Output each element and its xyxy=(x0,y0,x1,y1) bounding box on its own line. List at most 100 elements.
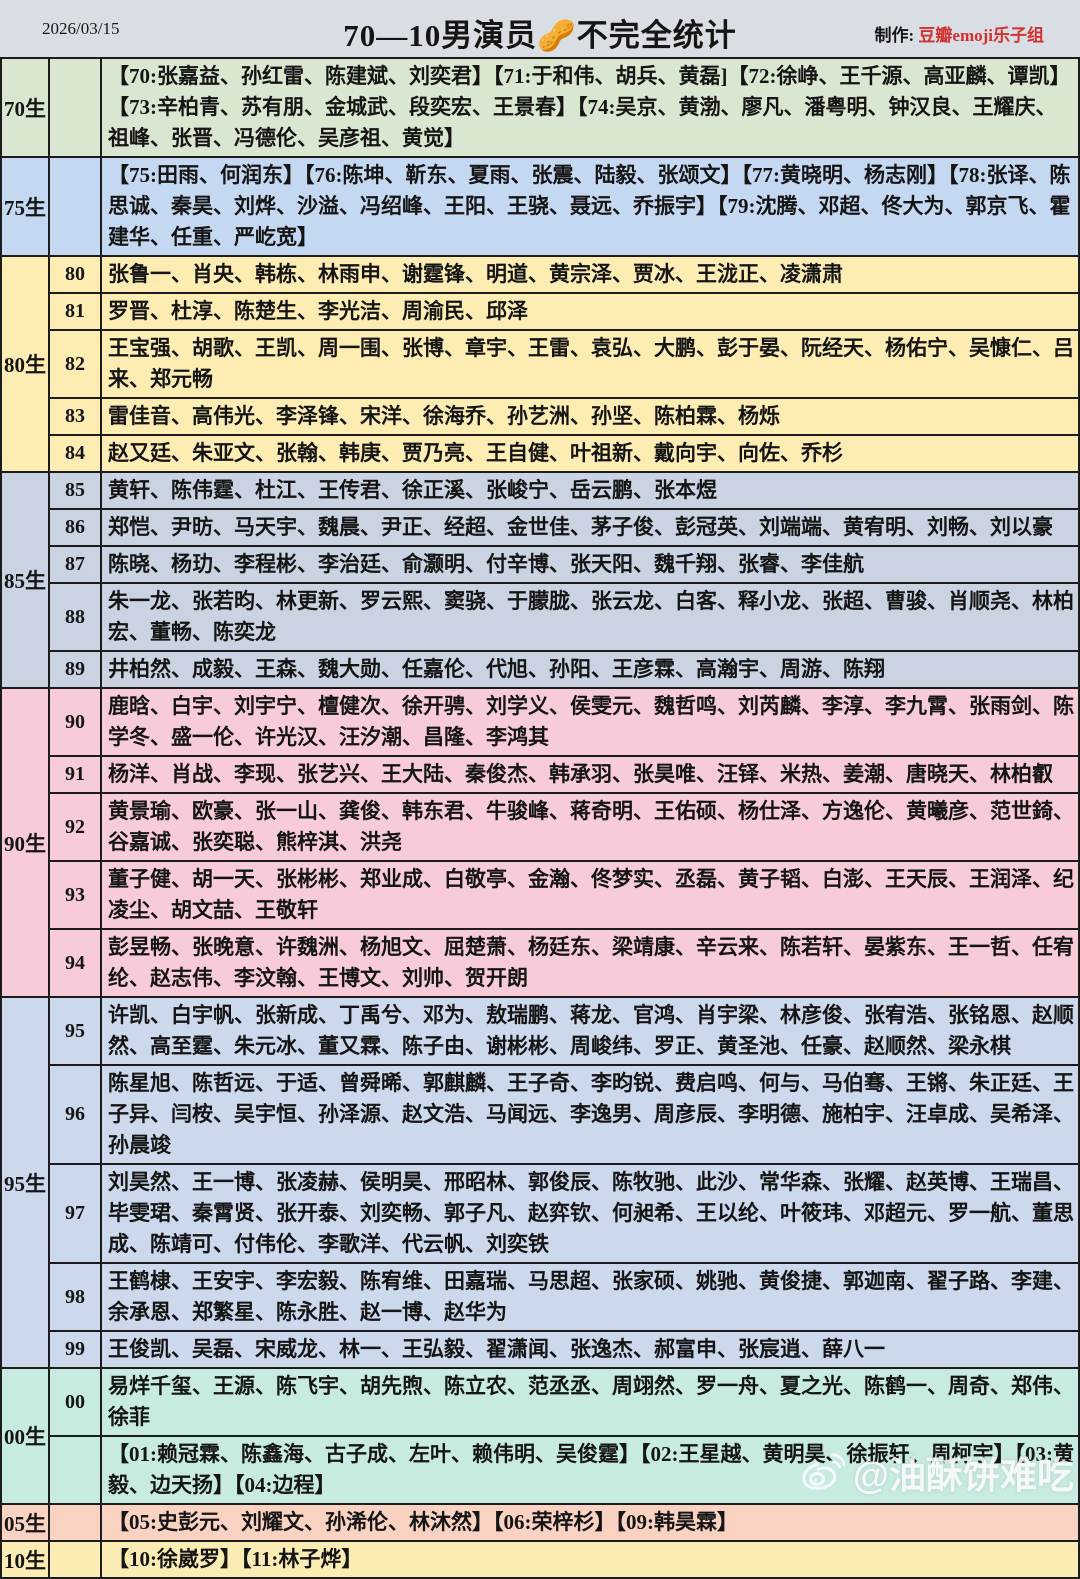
table-row: 98 王鹤棣、王安宇、李宏毅、陈宥维、田嘉瑞、马思超、张家硕、姚驰、黄俊捷、郭迦… xyxy=(50,1262,1078,1330)
decade-group: 70生 【70:张嘉益、孙红雷、陈建斌、刘奕君】【71:于和伟、胡兵、黄磊]【7… xyxy=(2,59,1078,156)
year-cell: 84 xyxy=(50,436,102,471)
table-row: 82 王宝强、胡歌、王凯、周一围、张博、章宇、王雷、袁弘、大鹏、彭于晏、阮经天、… xyxy=(50,329,1078,397)
table-row: 00 易烊千玺、王源、陈飞宇、胡先煦、陈立农、范丞丞、周翊然、罗一舟、夏之光、陈… xyxy=(50,1369,1078,1435)
names-cell: 【05:史彭元、刘耀文、孙浠伦、林沐然】【06:荣梓杉】【09:韩昊霖】 xyxy=(108,1510,738,1534)
names-cell: 陈晓、杨玏、李程彬、李治廷、俞灏明、付辛博、张天阳、魏千翔、张睿、李佳航 xyxy=(108,552,864,576)
decade-group: 80生 80 张鲁一、肖央、韩栋、林雨申、谢霆锋、明道、黄宗泽、贾冰、王泷正、凌… xyxy=(2,255,1078,471)
decade-label: 70生 xyxy=(2,59,50,156)
table-row: 95 许凯、白宇帆、张新成、丁禹兮、邓为、敖瑞鹏、蒋龙、官鸿、肖宇梁、林彦俊、张… xyxy=(50,998,1078,1064)
year-cell: 94 xyxy=(50,930,102,996)
table-row: 86 郑恺、尹昉、马天宇、魏晨、尹正、经超、金世佳、茅子俊、彭冠英、刘端端、黄宥… xyxy=(50,508,1078,545)
decade-label: 90生 xyxy=(2,689,50,996)
year-cell: 00 xyxy=(50,1369,102,1435)
decade-rows: 95 许凯、白宇帆、张新成、丁禹兮、邓为、敖瑞鹏、蒋龙、官鸿、肖宇梁、林彦俊、张… xyxy=(50,998,1078,1367)
year-cell: 92 xyxy=(50,794,102,860)
credit-value: 豆瓣emoji乐子组 xyxy=(918,26,1044,45)
decade-rows: 【75:田雨、何润东】【76:陈坤、靳东、夏雨、张震、陆毅、张颂文】【77:黄晓… xyxy=(50,158,1078,255)
decade-label: 75生 xyxy=(2,158,50,255)
year-cell: 86 xyxy=(50,510,102,545)
credit-label: 制作: xyxy=(874,26,919,45)
credit: 制作: 豆瓣emoji乐子组 xyxy=(874,21,1044,46)
year-cell: 95 xyxy=(50,998,102,1064)
decade-label: 10生 xyxy=(2,1542,50,1577)
year-cell: 99 xyxy=(50,1332,102,1367)
decade-group: 95生 95 许凯、白宇帆、张新成、丁禹兮、邓为、敖瑞鹏、蒋龙、官鸿、肖宇梁、林… xyxy=(2,996,1078,1367)
table-row: 【75:田雨、何润东】【76:陈坤、靳东、夏雨、张震、陆毅、张颂文】【77:黄晓… xyxy=(50,158,1078,255)
page-title: 70—10男演员🥜不完全统计 xyxy=(343,18,737,53)
year-cell: 83 xyxy=(50,399,102,434)
table-row: 87 陈晓、杨玏、李程彬、李治廷、俞灏明、付辛博、张天阳、魏千翔、张睿、李佳航 xyxy=(50,545,1078,582)
names-cell: 王俊凯、吴磊、宋威龙、林一、王弘毅、翟潇闻、张逸杰、郝富申、张宸逍、薛八一 xyxy=(108,1337,885,1361)
names-cell: 鹿晗、白宇、刘宇宁、檀健次、徐开骋、刘学义、侯雯元、魏哲鸣、刘芮麟、李淳、李九霄… xyxy=(108,694,1074,749)
decade-rows: 80 张鲁一、肖央、韩栋、林雨申、谢霆锋、明道、黄宗泽、贾冰、王泷正、凌潇肃 8… xyxy=(50,257,1078,471)
decade-rows: 【10:徐崴罗】【11:林子烨】 xyxy=(50,1542,1078,1577)
decade-rows: 【70:张嘉益、孙红雷、陈建斌、刘奕君】【71:于和伟、胡兵、黄磊]【72:徐峥… xyxy=(50,59,1078,156)
decade-rows: 00 易烊千玺、王源、陈飞宇、胡先煦、陈立农、范丞丞、周翊然、罗一舟、夏之光、陈… xyxy=(50,1369,1078,1503)
decade-group: 85生 85 黄轩、陈伟霆、杜江、王传君、徐正溪、张峻宁、岳云鹏、张本煜 86 … xyxy=(2,471,1078,687)
decade-label: 05生 xyxy=(2,1505,50,1540)
table-row: 92 黄景瑜、欧豪、张一山、龚俊、韩东君、牛骏峰、蒋奇明、王佑硕、杨仕泽、方逸伦… xyxy=(50,792,1078,860)
names-cell: 【01:赖冠霖、陈鑫海、古子成、左叶、赖伟明、吴俊霆】【02:王星越、黄明昊、徐… xyxy=(108,1442,1074,1497)
year-cell: 82 xyxy=(50,331,102,397)
names-cell: 朱一龙、张若昀、林更新、罗云熙、窦骁、于朦胧、张云龙、白客、释小龙、张超、曹骏、… xyxy=(108,589,1074,644)
year-cell: 89 xyxy=(50,652,102,687)
names-cell: 雷佳音、高伟光、李泽锋、宋洋、徐海乔、孙艺洲、孙坚、陈柏霖、杨烁 xyxy=(108,404,780,428)
names-cell: 董子健、胡一天、张彬彬、郑业成、白敬亭、金瀚、佟梦实、丞磊、黄子韬、白澎、王天辰… xyxy=(108,867,1074,922)
year-cell: 81 xyxy=(50,294,102,329)
names-cell: 杨洋、肖战、李现、张艺兴、王大陆、秦俊杰、韩承羽、张昊唯、汪铎、米热、姜潮、唐晓… xyxy=(108,762,1053,786)
year-cell: 93 xyxy=(50,862,102,928)
table-row: 91 杨洋、肖战、李现、张艺兴、王大陆、秦俊杰、韩承羽、张昊唯、汪铎、米热、姜潮… xyxy=(50,755,1078,792)
date-label: 2026/03/15 xyxy=(42,19,120,38)
year-cell: 85 xyxy=(50,473,102,508)
table-header: 2026/03/15 70—10男演员🥜不完全统计 制作: 豆瓣emoji乐子组 xyxy=(0,0,1080,59)
table-row: 89 井柏然、成毅、王森、魏大勋、任嘉伦、代旭、孙阳、王彦霖、高瀚宇、周游、陈翔 xyxy=(50,650,1078,687)
table-row: 93 董子健、胡一天、张彬彬、郑业成、白敬亭、金瀚、佟梦实、丞磊、黄子韬、白澎、… xyxy=(50,860,1078,928)
year-cell: 90 xyxy=(50,689,102,755)
table-row: 85 黄轩、陈伟霆、杜江、王传君、徐正溪、张峻宁、岳云鹏、张本煜 xyxy=(50,473,1078,508)
names-cell: 【10:徐崴罗】【11:林子烨】 xyxy=(108,1547,363,1571)
year-cell xyxy=(50,1437,102,1503)
table-row: 【01:赖冠霖、陈鑫海、古子成、左叶、赖伟明、吴俊霆】【02:王星越、黄明昊、徐… xyxy=(50,1435,1078,1503)
table-row: 90 鹿晗、白宇、刘宇宁、檀健次、徐开骋、刘学义、侯雯元、魏哲鸣、刘芮麟、李淳、… xyxy=(50,689,1078,755)
table-row: 81 罗晋、杜淳、陈楚生、李光洁、周渝民、邱泽 xyxy=(50,292,1078,329)
names-cell: 彭昱畅、张晚意、许魏洲、杨旭文、屈楚萧、杨廷东、梁靖康、辛云来、陈若轩、晏紫东、… xyxy=(108,935,1074,990)
table-row: 【10:徐崴罗】【11:林子烨】 xyxy=(50,1542,1078,1577)
table-row: 94 彭昱畅、张晚意、许魏洲、杨旭文、屈楚萧、杨廷东、梁靖康、辛云来、陈若轩、晏… xyxy=(50,928,1078,996)
names-cell: 【75:田雨、何润东】【76:陈坤、靳东、夏雨、张震、陆毅、张颂文】【77:黄晓… xyxy=(108,163,1071,249)
names-cell: 罗晋、杜淳、陈楚生、李光洁、周渝民、邱泽 xyxy=(108,299,528,323)
year-cell: 97 xyxy=(50,1165,102,1262)
year-cell xyxy=(50,59,102,156)
table-row: 80 张鲁一、肖央、韩栋、林雨申、谢霆锋、明道、黄宗泽、贾冰、王泷正、凌潇肃 xyxy=(50,257,1078,292)
table-row: 83 雷佳音、高伟光、李泽锋、宋洋、徐海乔、孙艺洲、孙坚、陈柏霖、杨烁 xyxy=(50,397,1078,434)
year-cell: 96 xyxy=(50,1066,102,1163)
decade-rows: 【05:史彭元、刘耀文、孙浠伦、林沐然】【06:荣梓杉】【09:韩昊霖】 xyxy=(50,1505,1078,1540)
names-cell: 张鲁一、肖央、韩栋、林雨申、谢霆锋、明道、黄宗泽、贾冰、王泷正、凌潇肃 xyxy=(108,262,843,286)
names-cell: 郑恺、尹昉、马天宇、魏晨、尹正、经超、金世佳、茅子俊、彭冠英、刘端端、黄宥明、刘… xyxy=(108,515,1053,539)
year-cell xyxy=(50,1505,102,1540)
year-cell xyxy=(50,158,102,255)
table-row: 96 陈星旭、陈哲远、于适、曾舜晞、郭麒麟、王子奇、李昀锐、费启鸣、何与、马伯骞… xyxy=(50,1064,1078,1163)
table-row: 99 王俊凯、吴磊、宋威龙、林一、王弘毅、翟潇闻、张逸杰、郝富申、张宸逍、薛八一 xyxy=(50,1330,1078,1367)
decade-rows: 85 黄轩、陈伟霆、杜江、王传君、徐正溪、张峻宁、岳云鹏、张本煜 86 郑恺、尹… xyxy=(50,473,1078,687)
table-row: 97 刘昊然、王一博、张凌赫、侯明昊、邢昭林、郭俊辰、陈牧驰、此沙、常华森、张耀… xyxy=(50,1163,1078,1262)
actors-table: 70生 【70:张嘉益、孙红雷、陈建斌、刘奕君】【71:于和伟、胡兵、黄磊]【7… xyxy=(0,59,1080,1579)
names-cell: 井柏然、成毅、王森、魏大勋、任嘉伦、代旭、孙阳、王彦霖、高瀚宇、周游、陈翔 xyxy=(108,657,885,681)
names-cell: 王宝强、胡歌、王凯、周一围、张博、章宇、王雷、袁弘、大鹏、彭于晏、阮经天、杨佑宁… xyxy=(108,336,1074,391)
names-cell: 黄轩、陈伟霆、杜江、王传君、徐正溪、张峻宁、岳云鹏、张本煜 xyxy=(108,478,717,502)
decade-label: 80生 xyxy=(2,257,50,471)
table-row: 【05:史彭元、刘耀文、孙浠伦、林沐然】【06:荣梓杉】【09:韩昊霖】 xyxy=(50,1505,1078,1540)
names-cell: 赵又廷、朱亚文、张翰、韩庚、贾乃亮、王自健、叶祖新、戴向宇、向佐、乔杉 xyxy=(108,441,843,465)
decade-group: 05生 【05:史彭元、刘耀文、孙浠伦、林沐然】【06:荣梓杉】【09:韩昊霖】 xyxy=(2,1503,1078,1540)
names-cell: 黄景瑜、欧豪、张一山、龚俊、韩东君、牛骏峰、蒋奇明、王佑硕、杨仕泽、方逸伦、黄曦… xyxy=(108,799,1074,854)
names-cell: 许凯、白宇帆、张新成、丁禹兮、邓为、敖瑞鹏、蒋龙、官鸿、肖宇梁、林彦俊、张宥浩、… xyxy=(108,1003,1074,1058)
year-cell: 80 xyxy=(50,257,102,292)
table-row: 84 赵又廷、朱亚文、张翰、韩庚、贾乃亮、王自健、叶祖新、戴向宇、向佐、乔杉 xyxy=(50,434,1078,471)
decade-label: 95生 xyxy=(2,998,50,1367)
decade-label: 00生 xyxy=(2,1369,50,1503)
year-cell: 88 xyxy=(50,584,102,650)
names-cell: 陈星旭、陈哲远、于适、曾舜晞、郭麒麟、王子奇、李昀锐、费启鸣、何与、马伯骞、王锵… xyxy=(108,1071,1074,1157)
names-cell: 【70:张嘉益、孙红雷、陈建斌、刘奕君】【71:于和伟、胡兵、黄磊]【72:徐峥… xyxy=(108,64,1071,150)
table-row: 88 朱一龙、张若昀、林更新、罗云熙、窦骁、于朦胧、张云龙、白客、释小龙、张超、… xyxy=(50,582,1078,650)
table-row: 【70:张嘉益、孙红雷、陈建斌、刘奕君】【71:于和伟、胡兵、黄磊]【72:徐峥… xyxy=(50,59,1078,156)
